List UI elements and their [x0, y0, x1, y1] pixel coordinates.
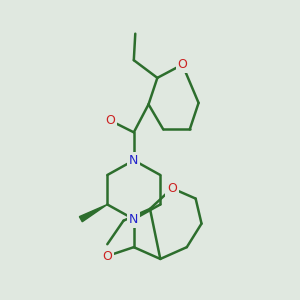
Text: O: O	[105, 114, 115, 127]
Text: O: O	[102, 250, 112, 262]
Polygon shape	[80, 205, 107, 222]
Text: O: O	[178, 58, 187, 71]
Text: N: N	[129, 213, 139, 226]
Text: O: O	[167, 182, 177, 195]
Text: N: N	[129, 154, 139, 167]
